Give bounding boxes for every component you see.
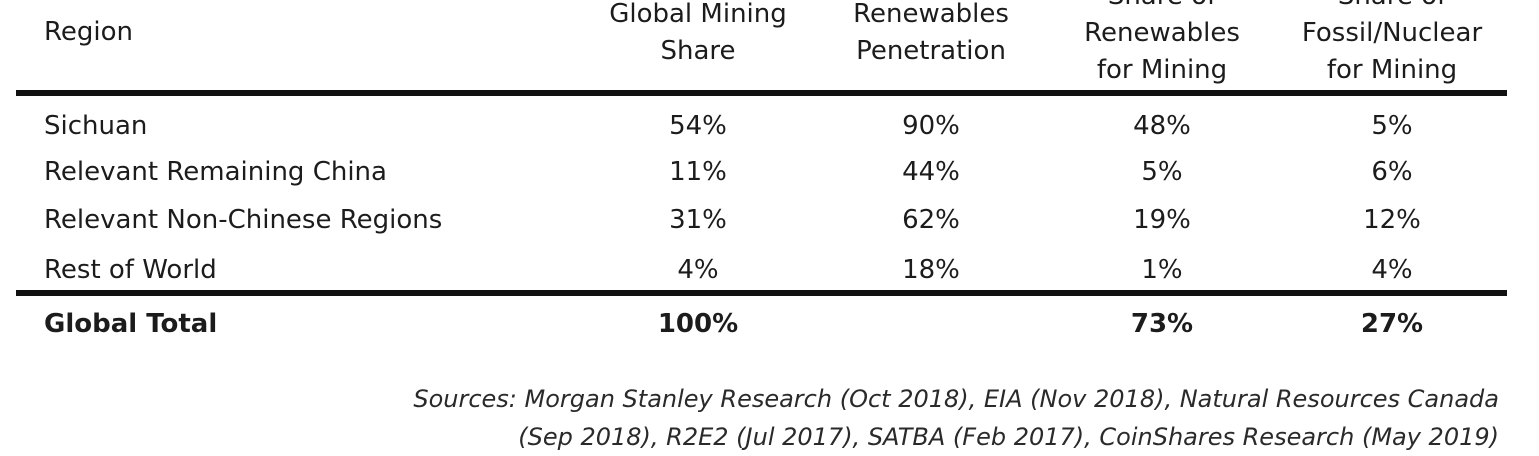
header-renewables-penetration: Renewables Penetration [853, 0, 1009, 66]
row-renewables-penetration: 44% [902, 157, 960, 187]
row-mining-share: 4% [677, 255, 719, 285]
row-share-renewables: 5% [1141, 157, 1183, 187]
header-rule [16, 90, 1507, 96]
row-share-renewables: 48% [1133, 111, 1191, 141]
table-row: Relevant Remaining China 11% 44% 5% 6% [0, 150, 1539, 194]
header-share-fossil-nuclear: Share of Fossil/Nuclear for Mining [1301, 0, 1483, 85]
row-share-fossil: 4% [1371, 255, 1413, 285]
row-renewables-penetration: 62% [902, 205, 960, 235]
table-row: Relevant Non-Chinese Regions 31% 62% 19%… [0, 198, 1539, 242]
total-rule [16, 290, 1507, 296]
row-share-renewables: 19% [1133, 205, 1191, 235]
total-share-fossil: 27% [1360, 309, 1424, 339]
total-row: Global Total 100% 73% 27% [0, 302, 1539, 346]
total-share-renewables: 73% [1130, 309, 1194, 339]
row-mining-share: 11% [669, 157, 727, 187]
total-region: Global Total [44, 309, 218, 339]
sources-note: Sources: Morgan Stanley Research (Oct 20… [413, 385, 1499, 451]
row-region: Rest of World [44, 255, 217, 285]
row-share-fossil: 12% [1363, 205, 1421, 235]
row-share-fossil: 5% [1371, 111, 1413, 141]
row-mining-share: 31% [669, 205, 727, 235]
table-row: Sichuan 54% 90% 48% 5% [0, 104, 1539, 148]
row-mining-share: 54% [669, 111, 727, 141]
total-mining-share: 100% [657, 309, 739, 339]
row-region: Relevant Non-Chinese Regions [44, 205, 443, 235]
header-global-mining-share: Global Mining Share [609, 0, 787, 66]
row-share-renewables: 1% [1141, 255, 1183, 285]
table-row: Rest of World 4% 18% 1% 4% [0, 248, 1539, 292]
row-renewables-penetration: 18% [902, 255, 960, 285]
row-region: Relevant Remaining China [44, 157, 387, 187]
row-renewables-penetration: 90% [902, 111, 960, 141]
header-share-renewables: Share of Renewables for Mining [1084, 0, 1240, 85]
row-region: Sichuan [44, 111, 148, 141]
header-region: Region [44, 17, 134, 47]
row-share-fossil: 6% [1371, 157, 1413, 187]
